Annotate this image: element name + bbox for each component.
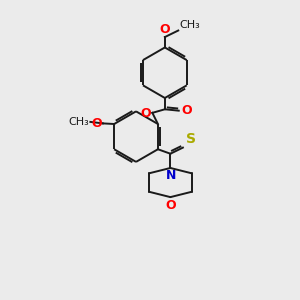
Text: O: O [182, 104, 192, 117]
Text: O: O [91, 117, 102, 130]
Text: N: N [166, 169, 176, 182]
Text: O: O [165, 199, 176, 212]
Text: CH₃: CH₃ [68, 117, 89, 127]
Text: CH₃: CH₃ [179, 20, 200, 30]
Text: O: O [140, 107, 151, 120]
Text: O: O [160, 23, 170, 36]
Text: S: S [186, 132, 196, 146]
